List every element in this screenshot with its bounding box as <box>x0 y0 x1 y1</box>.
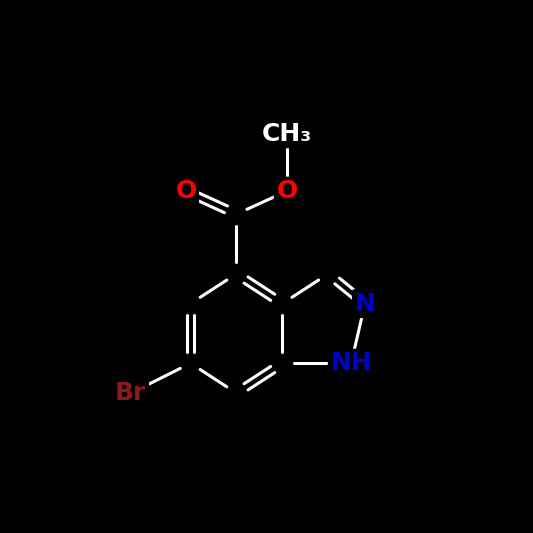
Text: N: N <box>354 292 375 316</box>
Text: O: O <box>276 179 297 203</box>
Text: CH₃: CH₃ <box>262 122 312 146</box>
Text: Br: Br <box>115 381 147 405</box>
Text: NH: NH <box>330 351 372 375</box>
Text: O: O <box>175 179 197 203</box>
